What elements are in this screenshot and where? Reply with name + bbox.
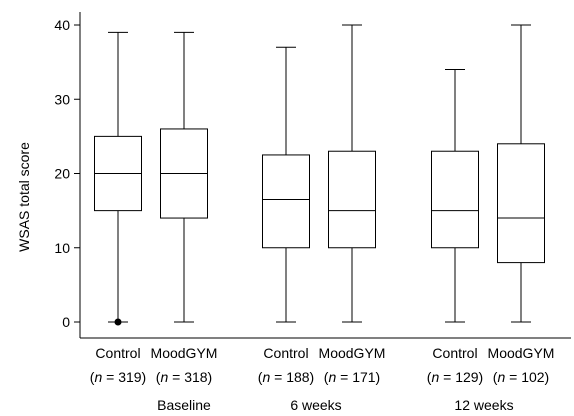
category-label: Control [432, 345, 477, 361]
group-label: Baseline [157, 397, 211, 413]
box-6-weeks-control [262, 46, 310, 323]
iqr-box [431, 150, 479, 249]
group-label: 12 weeks [454, 397, 513, 413]
y-axis-label: WSAS total score [16, 142, 32, 252]
y-tick-label: 10 [54, 240, 70, 256]
iqr-box [262, 154, 310, 249]
box-12-weeks-control [431, 69, 479, 323]
category-label: MoodGYM [319, 345, 386, 361]
box-6-weeks-moodgym [328, 24, 376, 323]
sample-size-label: (n = 129) [427, 369, 483, 385]
category-label: Control [263, 345, 308, 361]
category-label: MoodGYM [488, 345, 555, 361]
group-label: 6 weeks [290, 397, 341, 413]
sample-size-label: (n = 171) [324, 369, 380, 385]
plot-area: 0 10 20 30 40 Control (n = 319) MoodGYM (n = 318… [54, 12, 571, 413]
y-tick-label: 30 [54, 91, 70, 107]
sample-size-label: (n = 188) [258, 369, 314, 385]
sample-size-label: (n = 318) [156, 369, 212, 385]
box-baseline-moodgym [160, 31, 208, 323]
iqr-box [497, 143, 545, 264]
y-tick-label: 0 [62, 314, 70, 330]
box-baseline-control [94, 31, 142, 326]
category-label: MoodGYM [151, 345, 218, 361]
y-tick-label: 40 [54, 17, 70, 33]
y-tick-label: 20 [54, 166, 70, 182]
sample-size-label: (n = 102) [493, 369, 549, 385]
box-12-weeks-moodgym [497, 24, 545, 323]
category-label: Control [95, 345, 140, 361]
iqr-box [328, 150, 376, 249]
outlier-point [114, 318, 122, 326]
sample-size-label: (n = 319) [90, 369, 146, 385]
